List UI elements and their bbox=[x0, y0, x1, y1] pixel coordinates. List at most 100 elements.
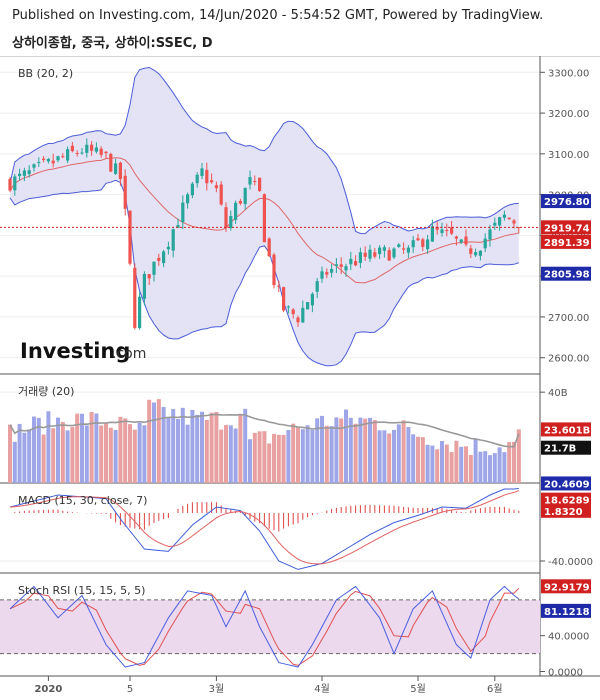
candle-body bbox=[8, 178, 12, 191]
volume-bar bbox=[84, 425, 89, 483]
stoch-tick-label: 40.0000 bbox=[548, 632, 589, 643]
volume-bar bbox=[363, 418, 368, 483]
macd-indicator-label[interactable]: MACD (15, 30, close, 7) bbox=[18, 494, 147, 507]
volume-bar bbox=[310, 429, 315, 483]
volume-bar bbox=[512, 441, 516, 483]
tag-macd-hist: 1.8320 bbox=[544, 507, 583, 518]
tag-macd-signal: 18.6289 bbox=[544, 496, 590, 507]
volume-tick-label: 40B bbox=[548, 388, 568, 399]
candle-body bbox=[282, 287, 286, 311]
time-tick-label: 2020 bbox=[34, 684, 62, 695]
candle-body bbox=[454, 236, 458, 239]
candle-body bbox=[267, 238, 271, 257]
candle-body bbox=[498, 217, 502, 226]
volume-bar bbox=[233, 428, 238, 483]
candle-body bbox=[459, 239, 463, 243]
volume-bar bbox=[228, 425, 233, 483]
volume-bar bbox=[406, 427, 411, 483]
candle-body bbox=[210, 180, 214, 183]
volume-bar bbox=[358, 417, 363, 483]
tag-volume-ma: 21.7B bbox=[544, 444, 576, 455]
volume-bar bbox=[488, 455, 492, 483]
tag-bb-lower-bg bbox=[541, 266, 591, 281]
bb-indicator-label[interactable]: BB (20, 2) bbox=[18, 67, 73, 80]
volume-bar bbox=[267, 443, 272, 483]
chart-canvas[interactable]: 3300.003200.003100.003000.002900.002800.… bbox=[0, 56, 600, 700]
candle-body bbox=[339, 264, 343, 267]
candle-body bbox=[517, 227, 521, 229]
volume-bar bbox=[291, 423, 296, 483]
candle-body bbox=[502, 214, 506, 218]
candle-body bbox=[190, 183, 194, 196]
candle-body bbox=[224, 207, 228, 229]
candle-body bbox=[387, 250, 391, 261]
candle-body bbox=[286, 306, 290, 308]
volume-bar bbox=[132, 429, 137, 483]
volume-bar bbox=[46, 411, 51, 483]
volume-bar bbox=[353, 423, 358, 483]
candle-body bbox=[75, 152, 79, 154]
candle-body bbox=[344, 266, 348, 271]
candle-body bbox=[32, 164, 36, 168]
candle-body bbox=[186, 194, 190, 204]
candle-body bbox=[90, 144, 94, 151]
candle-body bbox=[133, 267, 137, 328]
candle-body bbox=[358, 252, 362, 263]
candle-body bbox=[104, 151, 108, 154]
tag-volume-bg bbox=[541, 422, 591, 437]
price-tick-label: 2600.00 bbox=[548, 354, 589, 365]
volume-bar bbox=[262, 431, 267, 483]
volume-bar bbox=[449, 452, 454, 483]
candle-body bbox=[258, 177, 262, 191]
candle-body bbox=[42, 158, 46, 160]
volume-bar bbox=[75, 413, 80, 483]
candle-body bbox=[301, 307, 305, 323]
volume-bar bbox=[272, 433, 276, 483]
candle-body bbox=[195, 174, 199, 184]
tag-bb-upper: 2976.80 bbox=[544, 197, 590, 208]
candle-body bbox=[392, 248, 396, 258]
price-tick-label: 2700.00 bbox=[548, 313, 589, 324]
volume-bar bbox=[382, 430, 387, 483]
tag-macd: 20.4609 bbox=[544, 479, 590, 490]
volume-bar bbox=[396, 424, 401, 483]
candle-body bbox=[138, 296, 142, 329]
axis-value-tags: 2976.80 2919.74 2891.39 2805.98 23.601B 21.7B… bbox=[541, 194, 591, 618]
candle-body bbox=[310, 293, 314, 306]
volume-bar bbox=[344, 409, 348, 483]
volume-bar bbox=[454, 440, 459, 483]
volume-bar bbox=[166, 417, 171, 483]
volume-bar bbox=[219, 429, 224, 483]
volume-bar bbox=[65, 430, 70, 483]
candle-body bbox=[363, 252, 367, 257]
tag-macd-signal-bg bbox=[541, 492, 591, 507]
volume-bar bbox=[214, 411, 219, 483]
volume-bar bbox=[435, 449, 440, 483]
volume-bar bbox=[99, 425, 104, 483]
volume-bar bbox=[94, 413, 99, 483]
volume-indicator-label[interactable]: 거래량 (20) bbox=[18, 385, 74, 398]
tag-bb-lower: 2805.98 bbox=[544, 270, 590, 281]
candle-body bbox=[166, 246, 170, 250]
volume-bar bbox=[377, 430, 382, 483]
candle-body bbox=[493, 222, 497, 226]
volume-bar bbox=[36, 417, 41, 483]
symbol-title: 상하이종합, 중국, 상하이:SSEC, D bbox=[12, 36, 213, 51]
volume-bar bbox=[248, 439, 252, 483]
candle-body bbox=[205, 169, 209, 184]
bb-lower-line bbox=[9, 179, 519, 367]
candle-body bbox=[325, 272, 329, 275]
candle-body bbox=[238, 200, 242, 204]
stoch-indicator-label[interactable]: Stoch RSI (15, 15, 5, 5) bbox=[18, 584, 145, 597]
candle-body bbox=[445, 230, 449, 232]
candle-body bbox=[234, 202, 238, 220]
candle-body bbox=[478, 250, 482, 256]
volume-bar bbox=[392, 429, 396, 483]
candle-body bbox=[406, 247, 410, 253]
candle-body bbox=[61, 156, 65, 158]
candle-body bbox=[277, 285, 281, 287]
candle-body bbox=[22, 170, 26, 176]
volume-bar bbox=[51, 428, 56, 483]
volume-ma-line bbox=[9, 413, 520, 448]
candle-body bbox=[464, 236, 468, 245]
